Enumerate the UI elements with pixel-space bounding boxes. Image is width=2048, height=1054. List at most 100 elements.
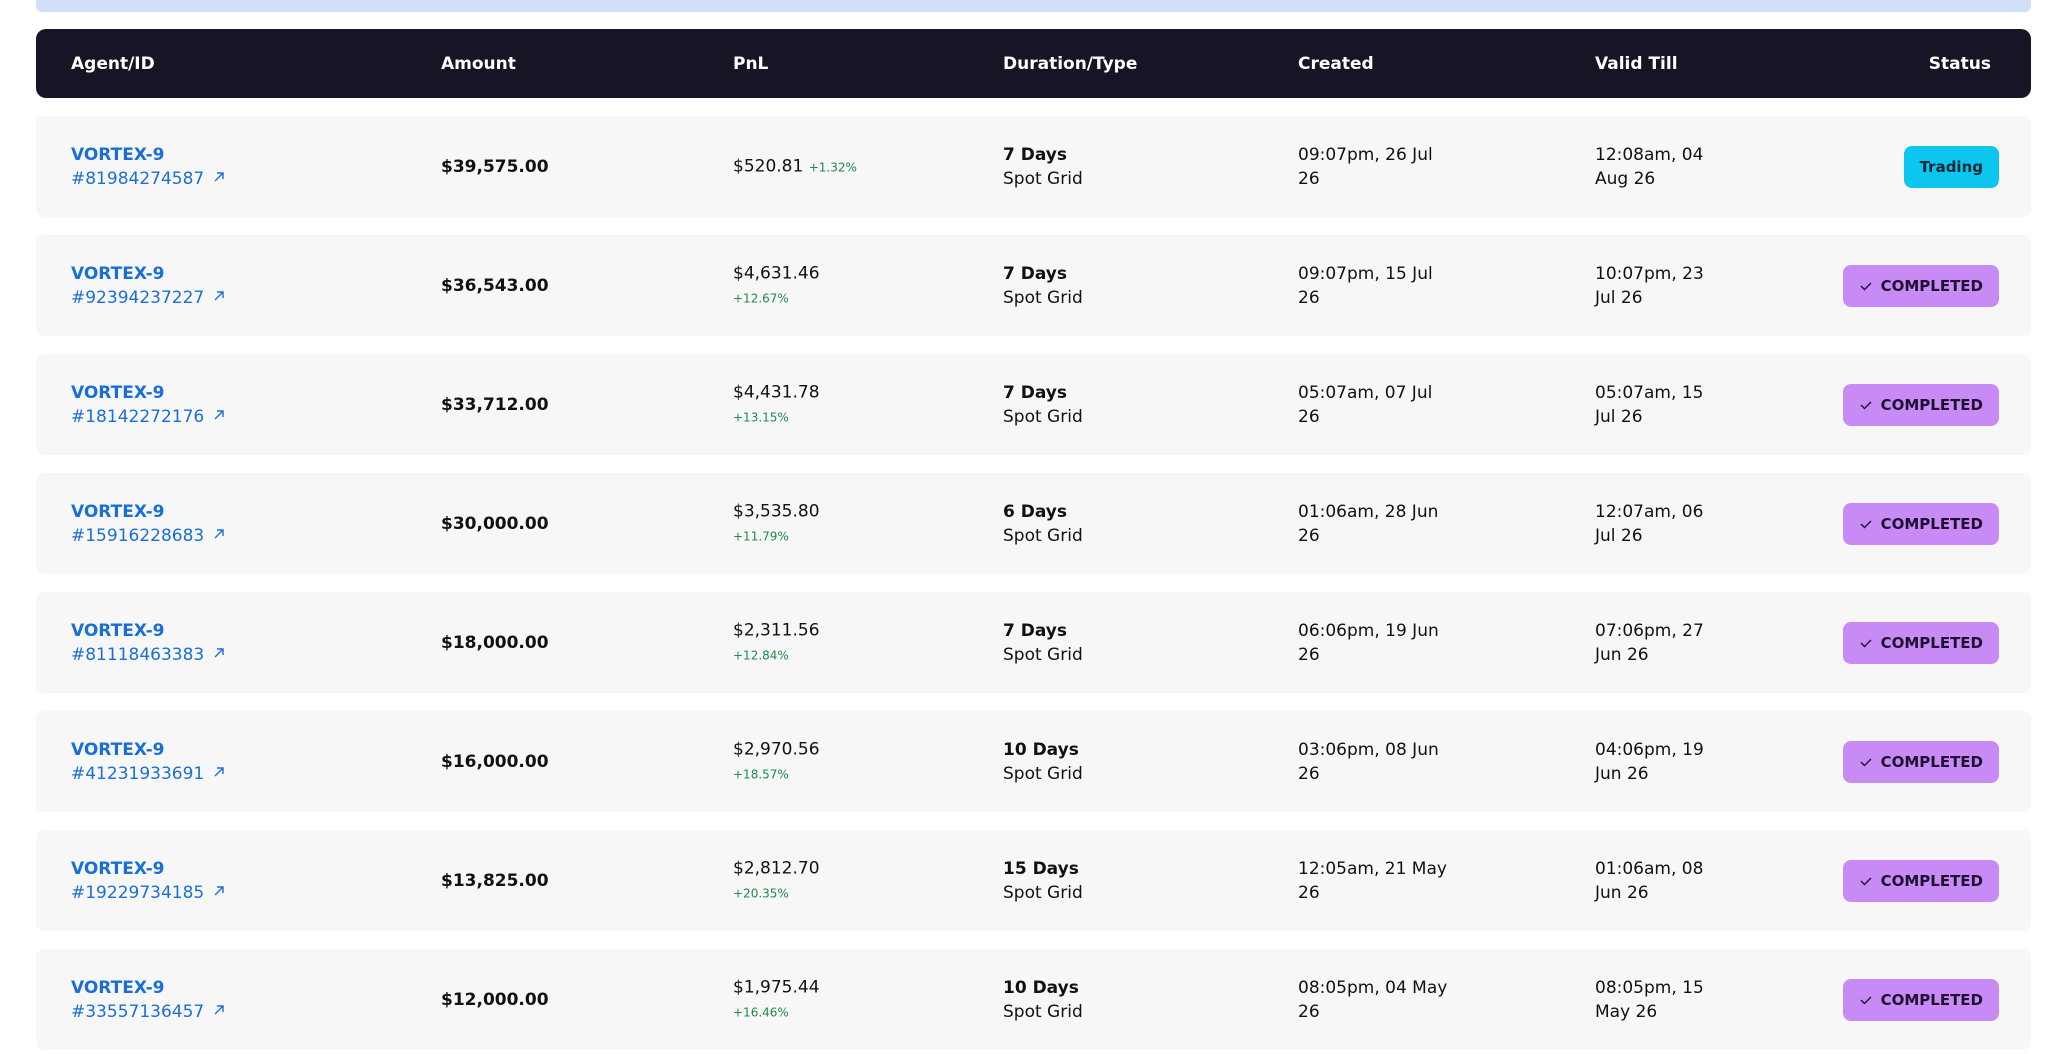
status-text: COMPLETED [1880,633,1983,652]
valid-till: 12:07am, 06 Jul 26 [1595,501,1704,546]
check-icon [1860,639,1872,647]
agent-id-line[interactable]: #81118463383 [71,643,226,667]
column-header[interactable]: Created [1298,53,1374,74]
status-text: COMPLETED [1880,871,1983,890]
table-row: VORTEX-9 #41231933691 $16,000.00 $2,970.56 … [36,711,2031,812]
agent-id[interactable]: #41231933691 [71,763,205,784]
created: 12:05am, 21 May 26 [1298,858,1447,903]
column-header[interactable]: Duration/Type [1003,53,1138,74]
check-icon [1860,758,1872,766]
pnl-percent: +20.35% [733,886,789,900]
table-header: Agent/ID Amount PnL Duration/Type Created Val… [36,29,2031,98]
agent-id-line[interactable]: #92394237227 [71,286,226,310]
top-border [36,0,2031,12]
agent-id[interactable]: #33557136457 [71,1001,205,1022]
agent-cell: VORTEX-9 #81118463383 [71,619,226,667]
duration: 7 Days [1003,144,1068,165]
check-icon [1860,877,1872,885]
pnl-cell: $4,431.78 +13.15% [733,380,873,429]
agent-id[interactable]: #18142272176 [71,406,205,427]
agent-id[interactable]: #92394237227 [71,287,205,308]
strategy-type: Spot Grid [1003,525,1083,546]
external-link-icon [214,290,224,300]
status-text: Trading [1919,157,1983,176]
agent-id[interactable]: #15916228683 [71,525,205,546]
amount: $30,000.00 [441,513,549,534]
pnl-cell: $4,631.46 +12.67% [733,261,873,310]
status-cell: COMPLETED [1842,383,1999,426]
check-icon [1860,282,1872,290]
status-badge: COMPLETED [1842,859,1999,902]
created: 01:06am, 28 Jun 26 [1298,501,1439,546]
pnl-percent: +18.57% [733,767,789,781]
duration: 6 Days [1003,501,1068,522]
agent-name[interactable]: VORTEX-9 [71,858,165,879]
status-cell: COMPLETED [1842,264,1999,307]
status-cell: COMPLETED [1842,978,1999,1021]
pnl-value: $4,431.78 [733,382,820,402]
agent-name[interactable]: VORTEX-9 [71,263,165,284]
agent-id-line[interactable]: #18142272176 [71,405,226,429]
amount: $33,712.00 [441,394,549,415]
agent-cell: VORTEX-9 #19229734185 [71,857,226,905]
pnl-value: $4,631.46 [733,263,820,283]
pnl-value: $3,535.80 [733,501,820,521]
agent-id[interactable]: #81118463383 [71,644,205,665]
column-header[interactable]: PnL [733,53,769,74]
pnl-value: $520.81 [733,156,804,176]
column-header[interactable]: Status [1928,53,1991,74]
status-badge: Trading [1903,145,1999,188]
agent-cell: VORTEX-9 #92394237227 [71,262,226,310]
status-badge: COMPLETED [1842,502,1999,545]
valid-till: 10:07pm, 23 Jul 26 [1595,263,1704,308]
agent-name[interactable]: VORTEX-9 [71,382,165,403]
amount: $36,543.00 [441,275,549,296]
pnl-cell: $2,812.70 +20.35% [733,856,873,905]
agent-cell: VORTEX-9 #33557136457 [71,976,226,1024]
column-header[interactable]: Agent/ID [71,53,155,74]
column-header[interactable]: Amount [441,53,516,74]
amount: $39,575.00 [441,156,549,177]
agent-name[interactable]: VORTEX-9 [71,620,165,641]
duration: 15 Days [1003,858,1079,879]
agent-id-line[interactable]: #19229734185 [71,881,226,905]
status-badge: COMPLETED [1842,383,1999,426]
status-cell: COMPLETED [1842,502,1999,545]
external-link-icon [214,766,224,776]
strategy-type: Spot Grid [1003,406,1083,427]
external-link-icon [214,647,224,657]
created: 08:05pm, 04 May 26 [1298,977,1448,1022]
agent-id-line[interactable]: #41231933691 [71,762,226,786]
check-icon [1860,996,1872,1004]
agent-name[interactable]: VORTEX-9 [71,739,165,760]
duration: 10 Days [1003,977,1079,998]
pnl-value: $1,975.44 [733,977,820,997]
pnl-value: $2,311.56 [733,620,820,640]
pnl-percent: +12.67% [733,291,789,305]
status-badge: COMPLETED [1842,978,1999,1021]
agent-id-line[interactable]: #15916228683 [71,524,226,548]
valid-till: 12:08am, 04 Aug 26 [1595,144,1704,189]
agent-name[interactable]: VORTEX-9 [71,977,165,998]
strategy-type: Spot Grid [1003,287,1083,308]
pnl-percent: +12.84% [733,648,789,662]
duration-cell: 6 Days Spot Grid [1003,500,1083,548]
column-header[interactable]: Valid Till [1595,53,1678,74]
amount: $18,000.00 [441,632,549,653]
table-row: VORTEX-9 #33557136457 $12,000.00 $1,975.44 … [36,949,2031,1050]
agent-id-line[interactable]: #33557136457 [71,1000,226,1024]
agent-name[interactable]: VORTEX-9 [71,501,165,522]
agent-name[interactable]: VORTEX-9 [71,144,165,165]
agent-id-line[interactable]: #81984274587 [71,167,226,191]
status-text: COMPLETED [1880,276,1983,295]
agent-id[interactable]: #81984274587 [71,168,205,189]
agent-id[interactable]: #19229734185 [71,882,205,903]
table-row: VORTEX-9 #81984274587 $39,575.00 $520.81 +1… [36,116,2031,217]
external-link-icon [214,409,224,419]
pnl-percent: +11.79% [733,529,789,543]
created: 09:07pm, 26 Jul 26 [1298,144,1433,189]
strategy-type: Spot Grid [1003,168,1083,189]
check-icon [1860,520,1872,528]
status-cell: COMPLETED [1842,859,1999,902]
